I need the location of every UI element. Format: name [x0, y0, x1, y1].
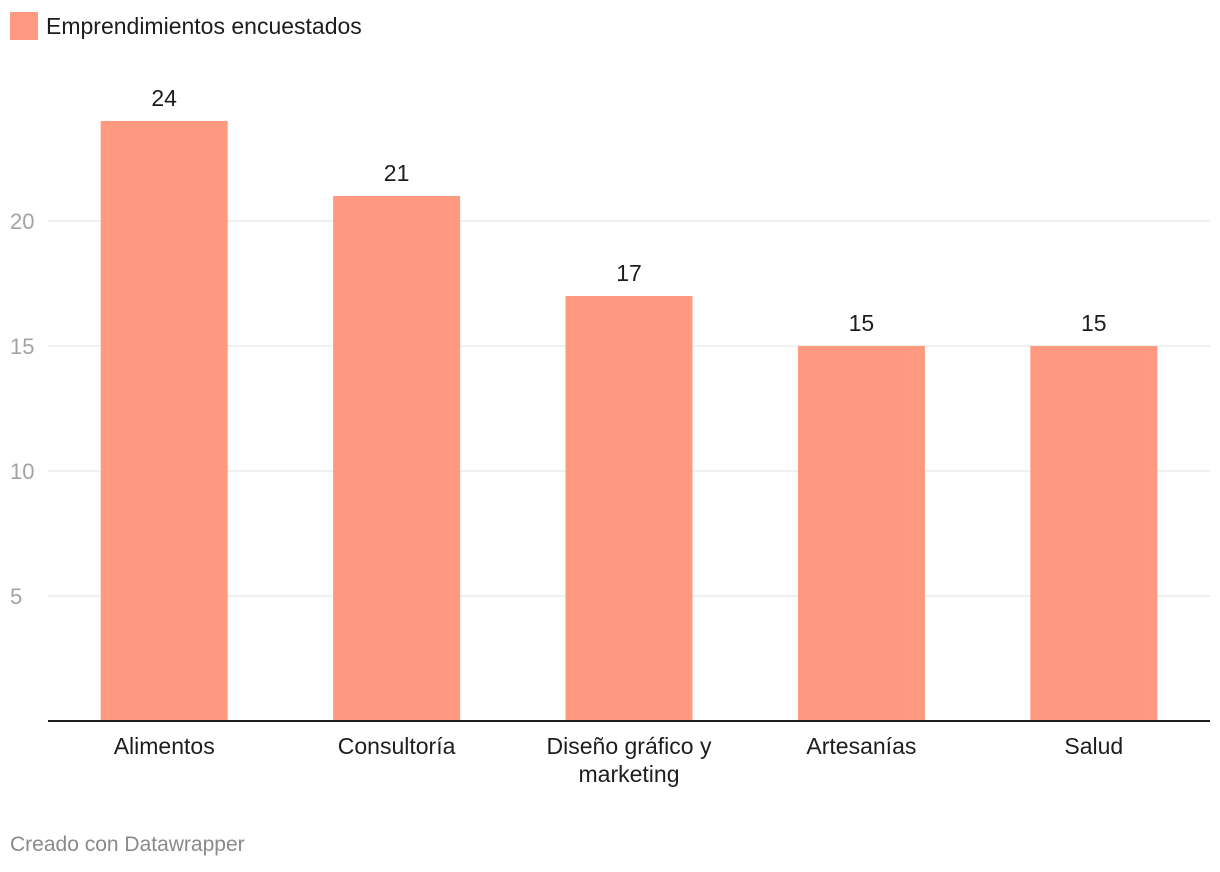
legend-label: Emprendimientos encuestados [46, 12, 362, 39]
y-tick-label: 5 [10, 584, 22, 609]
x-tick-label: Salud [1064, 733, 1123, 759]
x-tick-label: marketing [579, 761, 680, 787]
value-label: 15 [849, 310, 875, 336]
x-tick-label: Consultoría [338, 733, 456, 759]
bar-3 [797, 346, 925, 721]
bar-1 [333, 196, 461, 721]
value-label: 21 [384, 160, 410, 186]
bar-2 [565, 296, 693, 721]
x-tick-label: Alimentos [114, 733, 215, 759]
y-tick-label: 10 [10, 459, 34, 484]
legend-swatch [10, 12, 38, 40]
y-tick-label: 15 [10, 334, 34, 359]
x-tick-label: Diseño gráfico y [547, 733, 712, 759]
x-tick-label: Artesanías [806, 733, 916, 759]
labels: 5 10 15 20 24 Alimentos 21 Consultoría 17 Diseño … [10, 85, 1123, 787]
bars [100, 121, 1158, 721]
value-label: 17 [616, 260, 642, 286]
bar-4 [1030, 346, 1158, 721]
y-tick-label: 20 [10, 209, 34, 234]
legend: Emprendimientos encuestados [10, 12, 362, 40]
bar-0 [100, 121, 228, 721]
value-label: 24 [151, 85, 177, 111]
footer-credit: Creado con Datawrapper [10, 833, 245, 856]
value-label: 15 [1081, 310, 1107, 336]
